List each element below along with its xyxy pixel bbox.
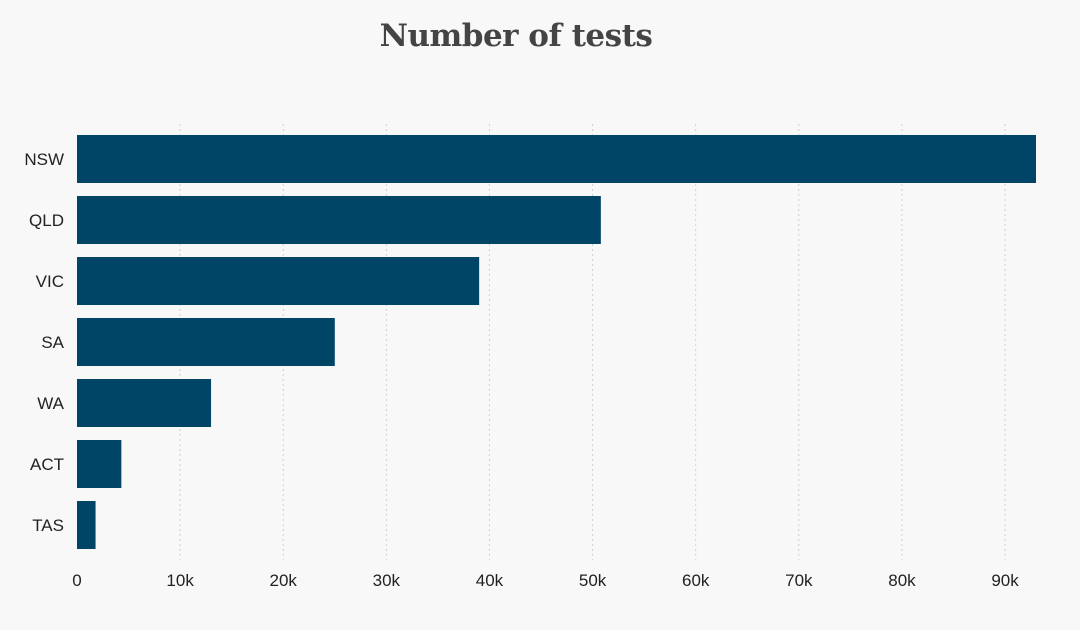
category-label-wa: WA	[37, 394, 64, 413]
category-label-act: ACT	[30, 455, 64, 474]
chart-title: Number of tests	[379, 18, 653, 54]
category-label-qld: QLD	[29, 211, 64, 230]
bar-vic	[77, 257, 480, 305]
bar-nsw	[77, 135, 1036, 183]
x-tick-label: 70k	[785, 571, 813, 590]
bars	[77, 135, 1036, 549]
x-tick-label: 20k	[270, 571, 298, 590]
x-axis-ticks: 0 10k 20k 30k 40k 50k 60k 70k 80k 90k	[72, 571, 1019, 590]
category-labels: NSW QLD VIC SA WA ACT TAS	[24, 150, 64, 535]
bar-act	[77, 440, 122, 488]
category-label-tas: TAS	[32, 516, 64, 535]
x-tick-label: 30k	[373, 571, 401, 590]
bar-sa	[77, 318, 335, 366]
bar-qld	[77, 196, 601, 244]
category-label-vic: VIC	[36, 272, 64, 291]
category-label-sa: SA	[41, 333, 64, 352]
x-tick-label: 60k	[682, 571, 710, 590]
x-tick-label: 0	[72, 571, 81, 590]
category-label-nsw: NSW	[24, 150, 64, 169]
bar-wa	[77, 379, 212, 427]
x-tick-label: 80k	[888, 571, 916, 590]
x-tick-label: 40k	[476, 571, 504, 590]
x-tick-label: 10k	[166, 571, 194, 590]
bar-tas	[77, 501, 96, 549]
x-tick-label: 50k	[579, 571, 607, 590]
x-tick-label: 90k	[991, 571, 1019, 590]
